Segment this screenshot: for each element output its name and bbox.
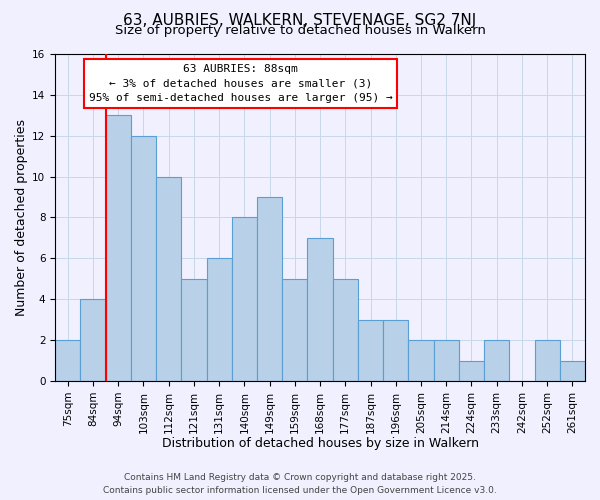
Bar <box>257 197 282 381</box>
Y-axis label: Number of detached properties: Number of detached properties <box>15 119 28 316</box>
Bar <box>560 360 585 381</box>
Text: 63 AUBRIES: 88sqm
← 3% of detached houses are smaller (3)
95% of semi-detached h: 63 AUBRIES: 88sqm ← 3% of detached house… <box>89 64 392 104</box>
Bar <box>156 176 181 381</box>
Bar <box>383 320 409 381</box>
Bar <box>282 279 307 381</box>
Bar <box>409 340 434 381</box>
Bar <box>80 299 106 381</box>
Bar <box>206 258 232 381</box>
Bar <box>131 136 156 381</box>
Bar <box>55 340 80 381</box>
Bar <box>434 340 459 381</box>
Bar <box>332 279 358 381</box>
Text: 63, AUBRIES, WALKERN, STEVENAGE, SG2 7NJ: 63, AUBRIES, WALKERN, STEVENAGE, SG2 7NJ <box>124 12 476 28</box>
Text: Contains HM Land Registry data © Crown copyright and database right 2025.
Contai: Contains HM Land Registry data © Crown c… <box>103 474 497 495</box>
Bar <box>307 238 332 381</box>
Bar <box>535 340 560 381</box>
Bar <box>106 116 131 381</box>
Bar <box>484 340 509 381</box>
X-axis label: Distribution of detached houses by size in Walkern: Distribution of detached houses by size … <box>161 437 479 450</box>
Bar <box>358 320 383 381</box>
Bar <box>459 360 484 381</box>
Bar <box>232 218 257 381</box>
Bar <box>181 279 206 381</box>
Text: Size of property relative to detached houses in Walkern: Size of property relative to detached ho… <box>115 24 485 37</box>
